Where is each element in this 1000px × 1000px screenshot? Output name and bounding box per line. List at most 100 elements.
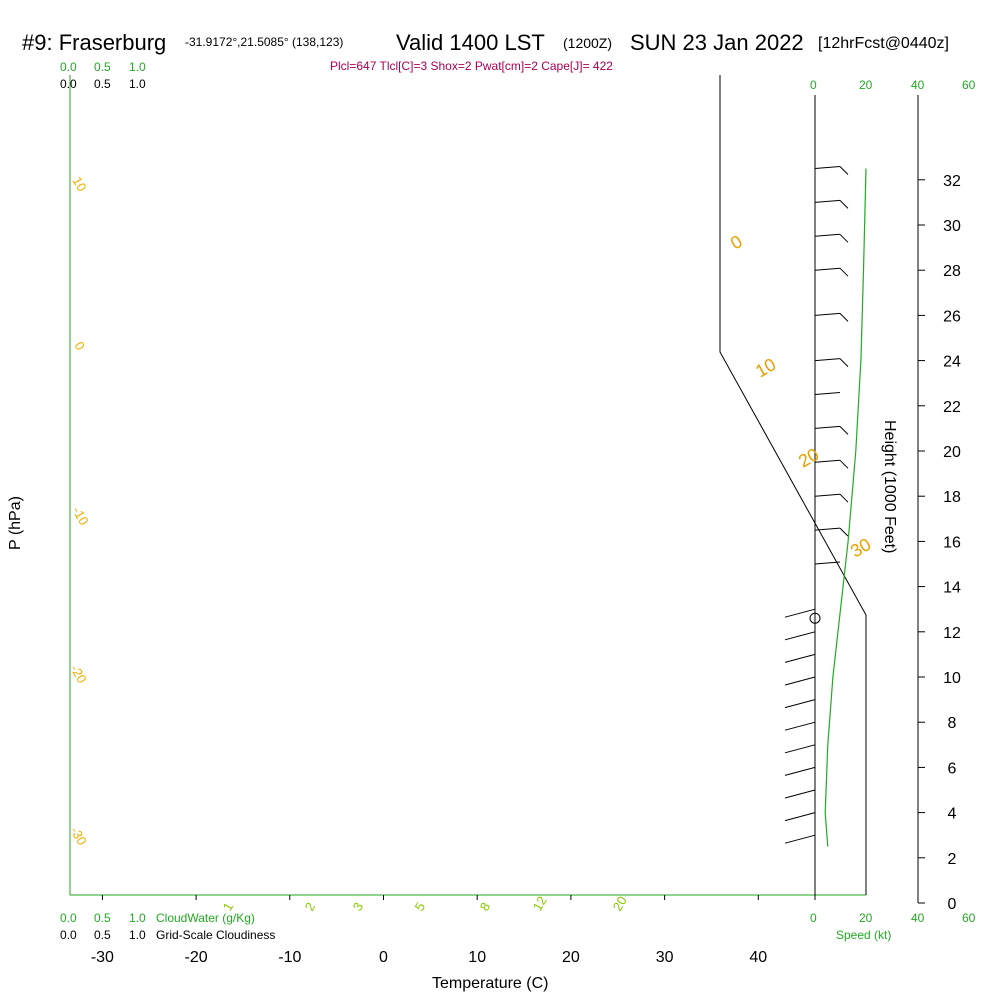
forecast-info: [12hrFcst@0440z] [818,35,949,52]
dry-adiabat-label: 20 [795,444,822,471]
dry-adiabat-label: 0 [727,231,746,253]
wind-barb [784,653,816,663]
wind-barb [784,721,816,731]
wind-barb [814,425,841,429]
isotherm-label: -30 [67,824,89,848]
speed-top-tick: 60 [962,78,976,92]
speed-label: Speed (kt) [836,928,891,942]
cloudiness-bottom-tick: 0.5 [94,928,111,942]
wind-barb [814,166,841,169]
wind-barb [814,561,841,565]
wind-barb [784,789,816,799]
x-tick-label: 20 [562,949,580,966]
wind-barb-flag [839,426,849,435]
dry-adiabat-label: 10 [752,354,779,381]
wind-barb [784,766,816,776]
station-title: #9: Fraserburg [22,30,166,55]
isotherm-label: -10 [69,504,91,528]
wind-barb [784,834,816,844]
valid-utc: (1200Z) [563,35,612,51]
x-tick-label: -20 [185,949,208,966]
x-axis-label: Temperature (C) [432,975,548,992]
height-tick-label: 26 [943,308,961,325]
mixing-ratio-label: 2 [302,900,319,914]
wind-barb [814,233,841,237]
speed-top-tick: 40 [911,78,925,92]
speed-bottom-tick: 60 [962,911,976,925]
wind-barb [814,527,841,531]
isotherm-label: -20 [67,662,89,686]
wind-barb-flag [839,493,849,503]
x-tick-label: 10 [468,949,486,966]
wind-barb [814,267,841,271]
wind-profile [784,166,867,847]
wind-barb [784,812,816,822]
mixing-ratio-label: 8 [477,900,494,914]
height-tick-label: 0 [948,896,957,913]
cloudwater-top-tick: 1.0 [129,60,146,74]
wind-barb-flag [839,313,849,322]
wind-barb-flag [839,200,849,209]
speed-profile-line [824,168,867,847]
height-tick-label: 20 [943,444,961,461]
valid-time: Valid 1400 LST [396,30,545,55]
wind-barb [814,392,841,395]
mixing-ratio-label: 20 [610,893,630,913]
height-tick-label: 2 [948,851,957,868]
height-tick-label: 24 [943,354,961,371]
wind-barb-flag [839,358,849,367]
wind-barb [814,493,841,497]
wind-barb [814,199,841,203]
wind-barb [784,608,816,618]
x-tick-label: 0 [379,949,388,966]
height-tick-label: 10 [943,670,961,687]
bottom-cloud-scale: 0.0 0.5 1.0 CloudWater (g/Kg) 0.0 0.5 1.… [60,911,275,942]
height-tick-label: 32 [943,173,961,190]
wind-barb [784,631,816,641]
top-cloudwater-scale: 0.0 0.5 1.0 0.0 0.5 1.0 [60,60,146,91]
cloudwater-bottom-tick: 0.5 [94,911,111,925]
plot-frame [69,75,919,903]
height-tick-label: 16 [943,534,961,551]
cloudiness-top-tick: 0.5 [94,77,111,91]
cloudiness-top-tick: 0.0 [60,77,77,91]
wind-barb [784,676,816,686]
wind-barb [814,358,841,362]
wind-barb-flag [839,267,849,277]
x-tick-label: -30 [91,949,114,966]
cloudiness-top-tick: 1.0 [129,77,146,91]
height-tick-label: 12 [943,625,961,642]
x-axis-ticks: -30 -20 -10 0 10 20 30 40 [91,895,767,966]
wind-barb-flag [839,233,849,243]
x-tick-label: 30 [656,949,674,966]
height-tick-label: 4 [948,806,957,823]
wind-barb [814,312,841,316]
speed-bottom-tick: 40 [911,911,925,925]
cloudiness-bottom-tick: 0.0 [60,928,77,942]
speed-top-tick: 20 [859,78,873,92]
mixing-ratio-label: 5 [412,900,429,914]
x-tick-label: -10 [278,949,301,966]
height-tick-label: 6 [948,760,957,777]
stability-indices: Plcl=647 Tlcl[C]=3 Shox=2 Pwat[cm]=2 Cap… [330,59,613,73]
height-axis-label: Height (1000 Feet) [881,420,898,553]
cloudwater-top-tick: 0.5 [94,60,111,74]
station-coords: -31.9172°,21.5085° (138,123) [185,35,343,49]
cloudiness-label: Grid-Scale Cloudiness [156,928,275,942]
height-tick-label: 14 [943,580,961,597]
valid-date: SUN 23 Jan 2022 [630,30,804,55]
dry-adiabat-label: 30 [847,534,874,561]
wind-barb-flag [839,166,849,175]
wind-barb [784,699,816,709]
wind-barb [814,459,841,463]
isotherm-label: 10 [69,174,89,194]
wind-barb-flag [839,459,849,469]
left-frame [69,75,866,896]
calm-wind-circle [809,612,821,624]
height-tick-label: 8 [948,715,957,732]
y-axis-label: P (hPa) [7,496,24,550]
cloudwater-label: CloudWater (g/Kg) [156,911,255,925]
isotherm-label: 0 [71,339,88,353]
